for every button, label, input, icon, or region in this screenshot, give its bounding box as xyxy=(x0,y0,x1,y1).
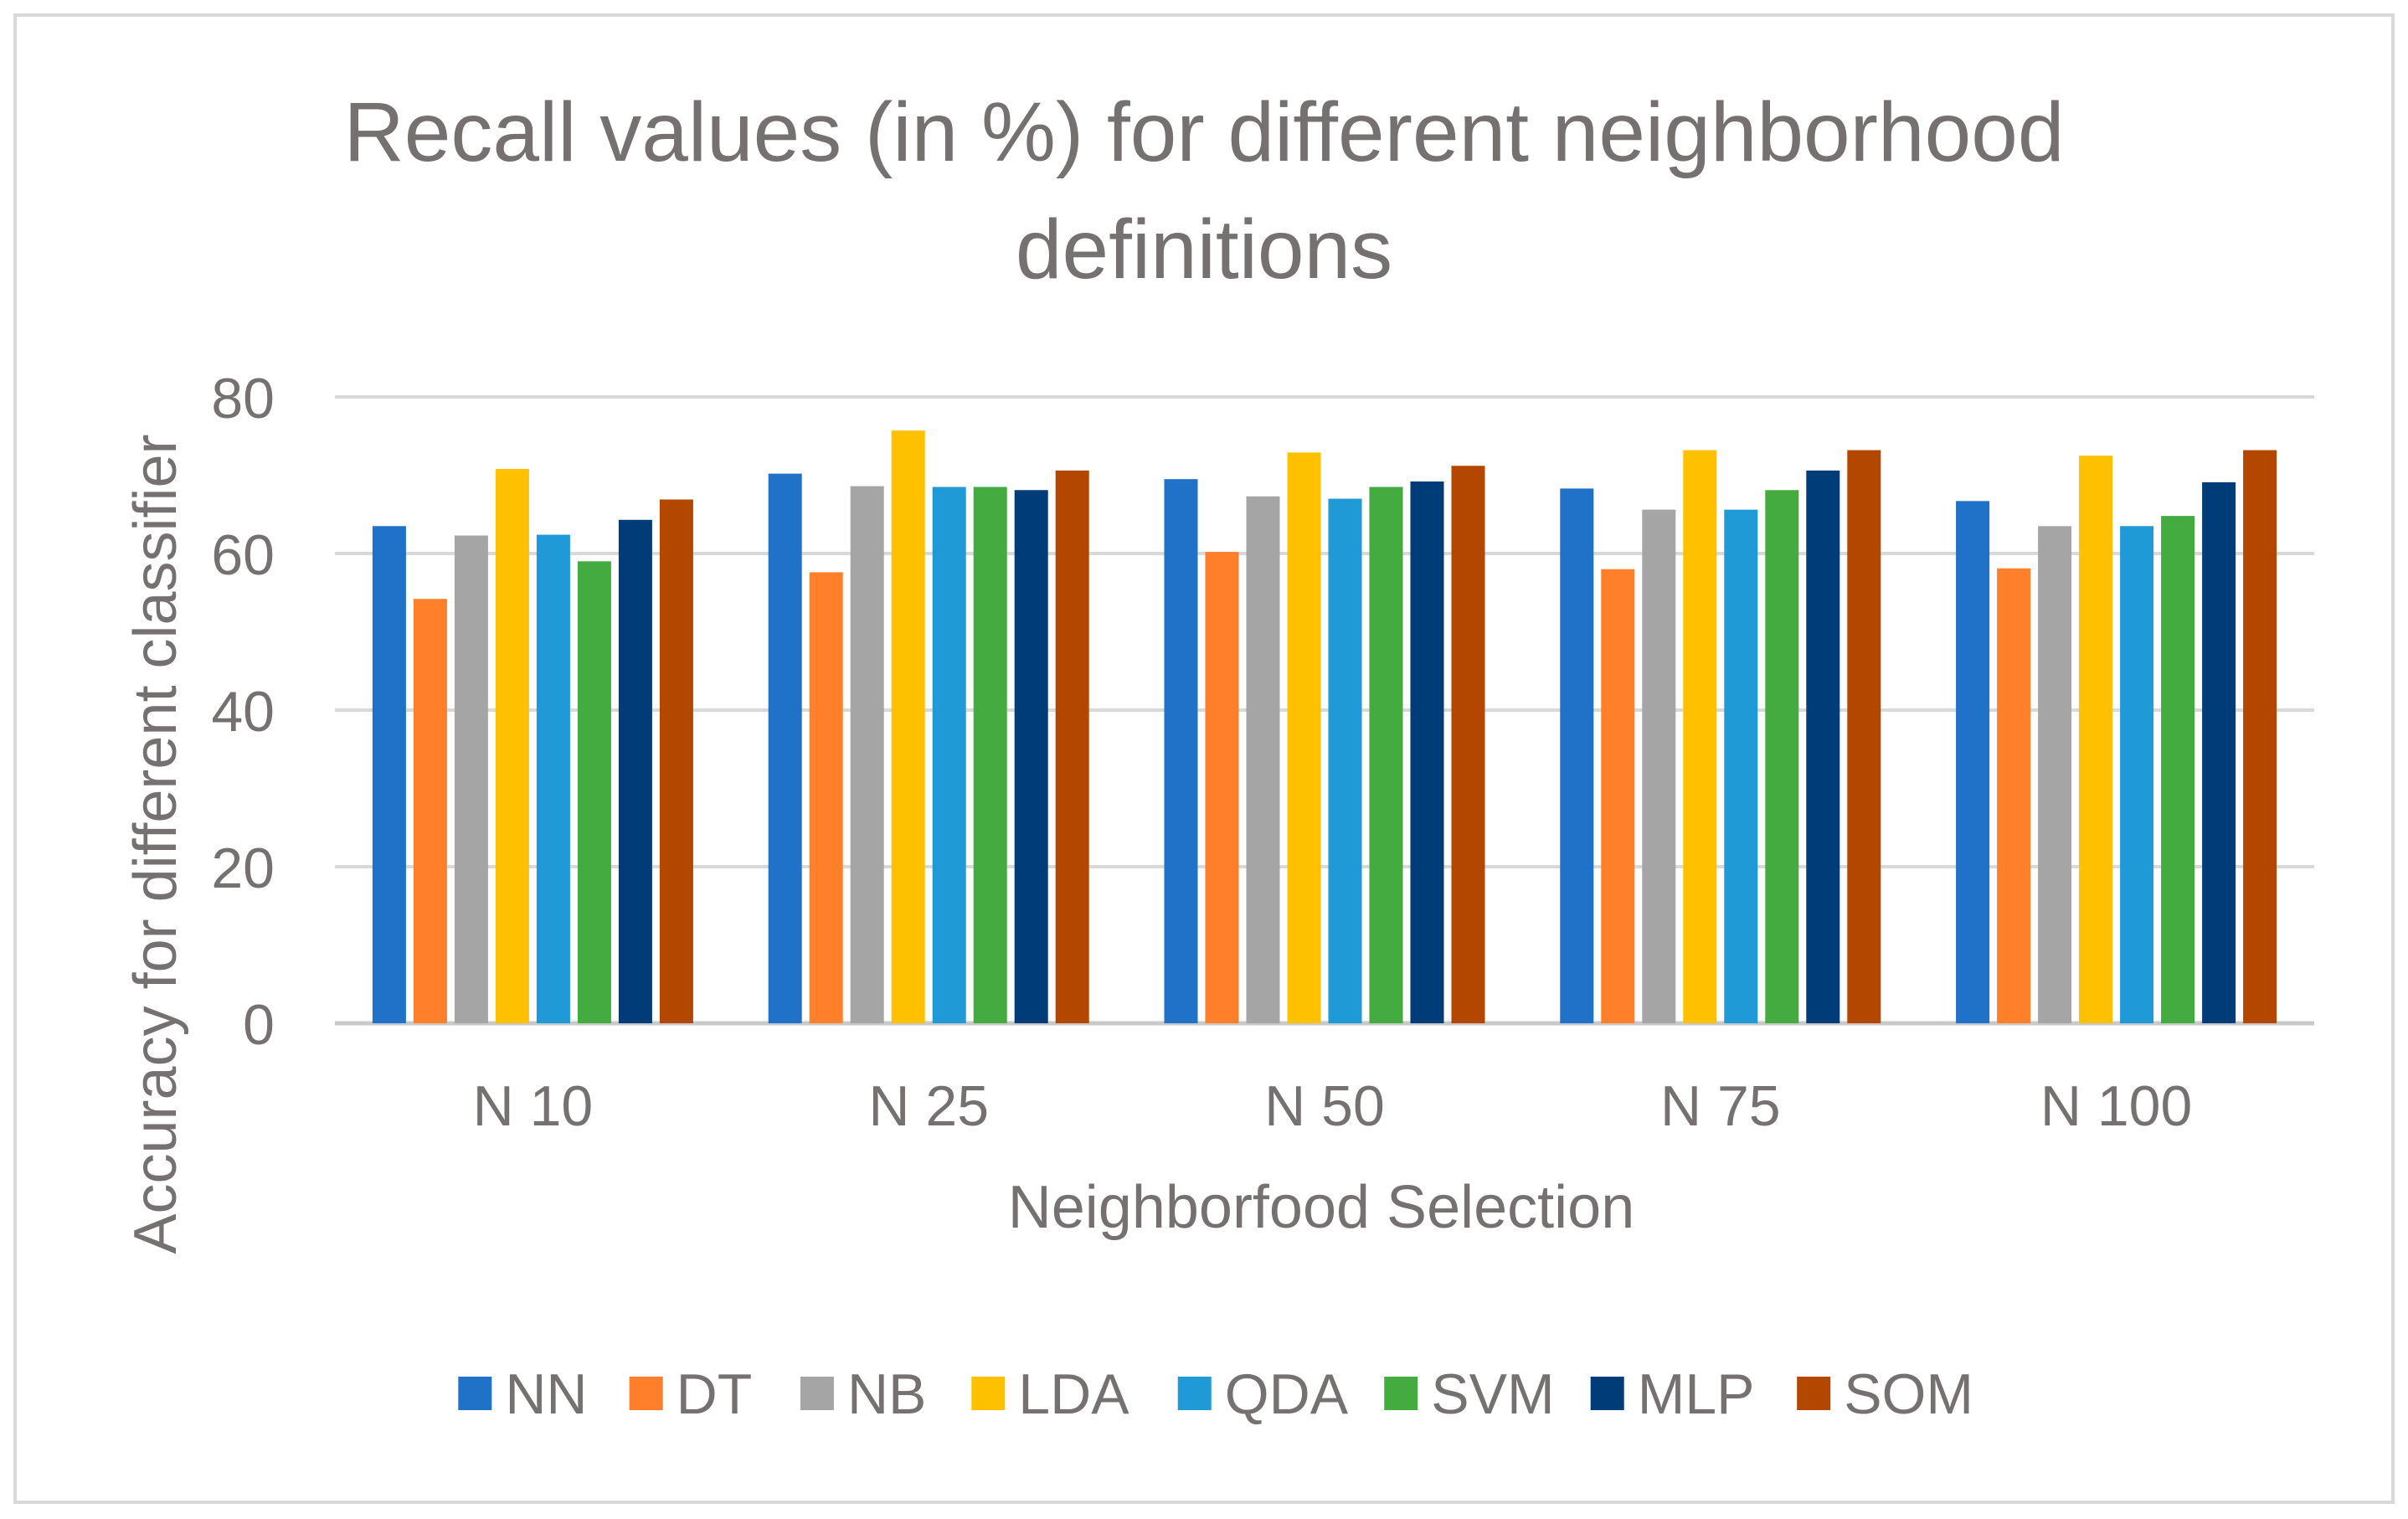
bar-svm-n10 xyxy=(577,561,611,1023)
bar-lda-n100 xyxy=(2079,456,2113,1023)
bar-mlp-n50 xyxy=(1410,481,1444,1023)
bar-qda-n10 xyxy=(536,534,570,1023)
legend-label-dt: DT xyxy=(677,1362,753,1426)
x-tick-label: N 50 xyxy=(1264,1074,1385,1138)
chart-title-line-1: Recall values (in %) for different neigh… xyxy=(344,85,2065,179)
bar-svm-n75 xyxy=(1765,490,1799,1023)
legend-swatch-nn xyxy=(458,1377,492,1410)
legend-label-lda: LDA xyxy=(1018,1362,1129,1426)
bar-nb-n25 xyxy=(850,486,884,1023)
legend-swatch-mlp xyxy=(1590,1377,1624,1410)
bar-dt-n25 xyxy=(809,572,843,1023)
legend-swatch-qda xyxy=(1177,1377,1212,1410)
bar-nn-n50 xyxy=(1164,479,1198,1023)
y-tick-label: 40 xyxy=(211,680,275,744)
bar-mlp-n25 xyxy=(1014,490,1048,1023)
x-tick-label: N 75 xyxy=(1660,1074,1781,1138)
bar-dt-n100 xyxy=(1997,568,2031,1023)
chart-title-line-2: definitions xyxy=(1016,203,1392,296)
bar-nb-n10 xyxy=(454,535,488,1023)
chart-frame xyxy=(13,13,2395,1504)
bar-nb-n50 xyxy=(1246,496,1280,1023)
x-tick-label: N 10 xyxy=(473,1074,594,1138)
y-tick-label: 20 xyxy=(211,837,275,900)
y-tick-label: 0 xyxy=(243,993,275,1057)
bar-som-n10 xyxy=(659,499,693,1023)
bar-nb-n100 xyxy=(2038,526,2072,1023)
bar-lda-n50 xyxy=(1287,452,1321,1023)
bar-qda-n50 xyxy=(1328,498,1362,1023)
y-tick-label: 80 xyxy=(211,367,275,430)
bar-som-n100 xyxy=(2243,450,2277,1023)
bar-qda-n75 xyxy=(1724,509,1758,1023)
legend-label-nb: NB xyxy=(847,1362,926,1426)
bar-mlp-n75 xyxy=(1806,470,1840,1023)
legend-label-mlp: MLP xyxy=(1638,1362,1755,1426)
legend-label-nn: NN xyxy=(505,1362,587,1426)
bar-mlp-n100 xyxy=(2202,481,2236,1023)
bar-som-n50 xyxy=(1451,466,1485,1023)
x-tick-label: N 100 xyxy=(2040,1074,2192,1138)
bar-svm-n100 xyxy=(2161,516,2195,1023)
legend-swatch-lda xyxy=(971,1377,1006,1410)
legend-label-svm: SVM xyxy=(1431,1362,1554,1426)
x-tick-label: N 25 xyxy=(868,1074,989,1138)
legend-swatch-nb xyxy=(800,1377,834,1410)
legend-swatch-som xyxy=(1797,1377,1831,1410)
bar-lda-n25 xyxy=(891,430,925,1023)
bar-dt-n50 xyxy=(1205,552,1239,1023)
bar-nb-n75 xyxy=(1642,509,1676,1023)
legend-swatch-dt xyxy=(629,1377,663,1410)
bar-som-n75 xyxy=(1847,450,1881,1023)
x-axis-label: Neighborfood Selection xyxy=(1008,1174,1635,1241)
legend: NN DT NB LDA QDA SVM MLP SOM xyxy=(458,1362,1973,1426)
bar-dt-n75 xyxy=(1601,569,1635,1023)
bar-nn-n25 xyxy=(768,473,802,1023)
y-tick-label: 60 xyxy=(211,523,275,587)
bar-nn-n10 xyxy=(372,526,406,1023)
x-axis-ticks: N 10 N 25 N 50 N 75 N 100 xyxy=(473,1074,2193,1138)
y-axis-ticks: 0 20 40 60 80 xyxy=(211,367,275,1057)
bar-qda-n25 xyxy=(932,487,966,1023)
bar-dt-n10 xyxy=(413,599,447,1023)
bars xyxy=(372,430,2277,1023)
bar-nn-n100 xyxy=(1956,501,1990,1023)
bar-qda-n100 xyxy=(2120,526,2154,1023)
bar-svm-n50 xyxy=(1369,487,1403,1023)
y-axis-label: Accuracy for different classifier xyxy=(122,434,189,1254)
legend-label-qda: QDA xyxy=(1225,1362,1349,1426)
bar-lda-n10 xyxy=(495,469,529,1023)
bar-lda-n75 xyxy=(1683,450,1717,1023)
bar-svm-n25 xyxy=(973,487,1007,1023)
bar-mlp-n10 xyxy=(618,519,652,1023)
legend-label-som: SOM xyxy=(1844,1362,1973,1426)
bar-nn-n75 xyxy=(1560,488,1594,1023)
bar-som-n25 xyxy=(1055,470,1089,1023)
legend-swatch-svm xyxy=(1384,1377,1418,1410)
